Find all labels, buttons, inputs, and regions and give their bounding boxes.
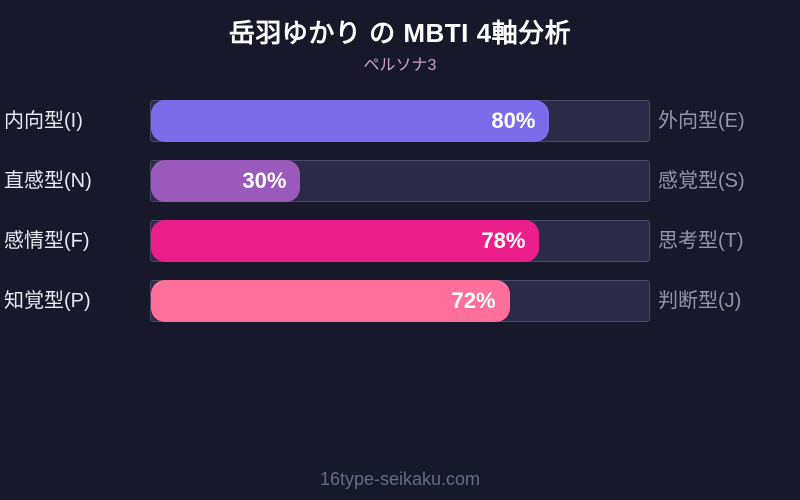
axis-left-label: 直感型(N) [4, 170, 92, 192]
bar-fill: 72% [151, 280, 510, 322]
chart-header: 岳羽ゆかり の MBTI 4軸分析 ペルソナ3 [0, 18, 800, 75]
axis-row-ft: 感情型(F) 78% 思考型(T) [0, 220, 800, 262]
bar-track: 30% [150, 160, 650, 202]
axis-right-label: 外向型(E) [658, 110, 745, 132]
bar-track: 80% [150, 100, 650, 142]
axis-left-label: 感情型(F) [4, 230, 90, 252]
axis-row-ie: 内向型(I) 80% 外向型(E) [0, 100, 800, 142]
bar-track: 78% [150, 220, 650, 262]
bar-fill: 80% [151, 100, 550, 142]
axis-right-label: 判断型(J) [658, 290, 742, 312]
bar-track: 72% [150, 280, 650, 322]
axis-row-ns: 直感型(N) 30% 感覚型(S) [0, 160, 800, 202]
axis-left-label: 内向型(I) [4, 110, 83, 132]
axis-left-label: 知覚型(P) [4, 290, 91, 312]
site-watermark: 16type-seikaku.com [319, 469, 481, 489]
bar-fill: 78% [151, 220, 540, 262]
axis-row-pj: 知覚型(P) 72% 判断型(J) [0, 280, 800, 322]
page-title: 岳羽ゆかり の MBTI 4軸分析 [228, 18, 572, 48]
axis-right-label: 感覚型(S) [658, 170, 745, 192]
axis-right-label: 思考型(T) [658, 230, 744, 252]
bar-fill: 30% [151, 160, 301, 202]
page-subtitle: ペルソナ3 [363, 57, 437, 74]
